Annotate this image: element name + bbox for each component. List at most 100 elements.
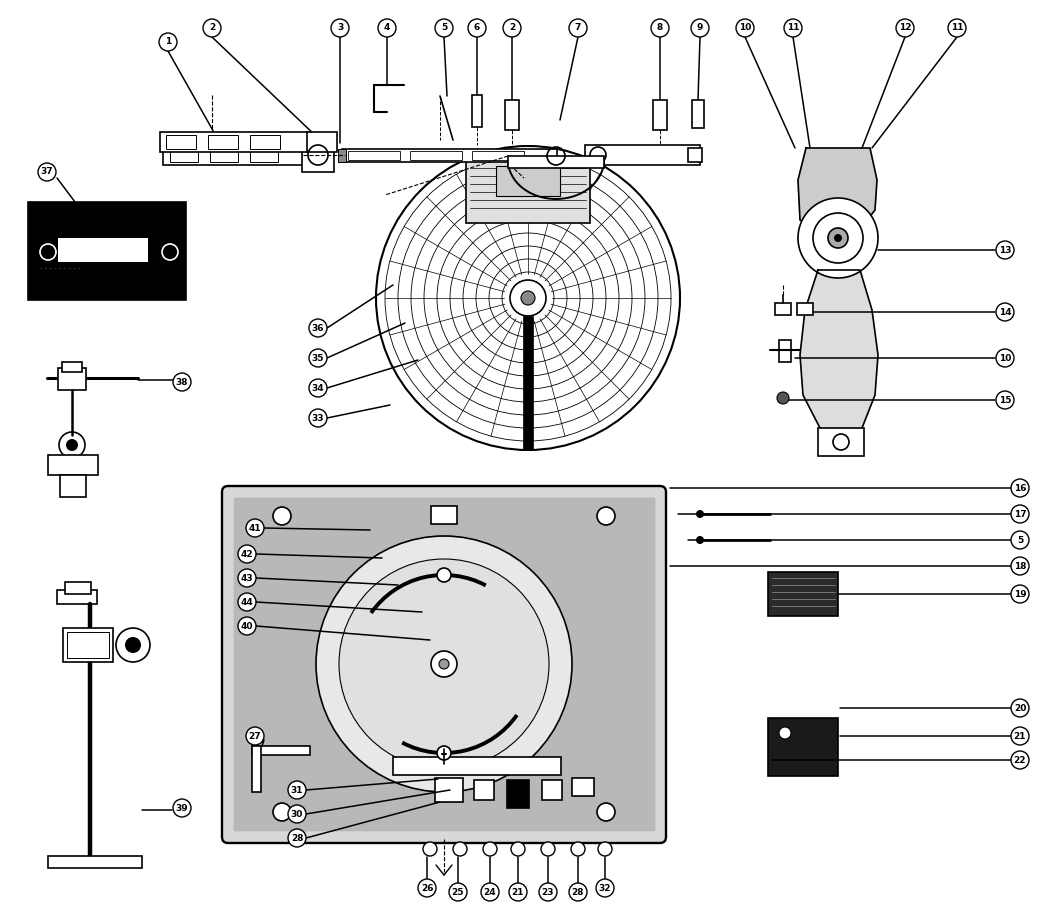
Circle shape xyxy=(996,241,1014,259)
Bar xyxy=(208,135,238,149)
Circle shape xyxy=(1011,505,1029,523)
Text: 44: 44 xyxy=(240,597,253,607)
Circle shape xyxy=(569,19,587,37)
Bar xyxy=(775,303,791,315)
Text: 40: 40 xyxy=(240,621,253,631)
Text: 16: 16 xyxy=(1013,483,1026,492)
Circle shape xyxy=(339,559,549,769)
Bar xyxy=(250,148,278,162)
Circle shape xyxy=(597,507,615,525)
Polygon shape xyxy=(450,632,654,830)
Circle shape xyxy=(309,409,327,427)
Text: 15: 15 xyxy=(999,396,1011,405)
Bar xyxy=(435,778,463,802)
Bar xyxy=(542,780,562,800)
Circle shape xyxy=(38,163,56,181)
Polygon shape xyxy=(798,148,877,235)
Bar xyxy=(653,100,667,130)
Circle shape xyxy=(309,379,327,397)
Text: 37: 37 xyxy=(41,168,54,176)
Bar xyxy=(507,780,529,808)
Circle shape xyxy=(316,536,572,792)
Bar xyxy=(166,135,196,149)
Circle shape xyxy=(834,234,842,242)
Text: 35: 35 xyxy=(312,353,324,362)
Bar xyxy=(496,166,560,196)
Bar xyxy=(58,238,148,262)
Bar xyxy=(768,572,838,616)
Circle shape xyxy=(503,19,521,37)
Circle shape xyxy=(331,19,349,37)
Circle shape xyxy=(66,439,78,451)
Polygon shape xyxy=(438,696,654,830)
Circle shape xyxy=(273,803,291,821)
Circle shape xyxy=(238,545,256,563)
Polygon shape xyxy=(234,696,450,830)
Circle shape xyxy=(1011,479,1029,497)
Circle shape xyxy=(437,568,451,582)
Circle shape xyxy=(423,842,437,856)
Polygon shape xyxy=(450,498,654,696)
Circle shape xyxy=(116,628,150,662)
Bar xyxy=(505,100,519,130)
Text: 31: 31 xyxy=(291,786,303,795)
Circle shape xyxy=(1011,751,1029,769)
Circle shape xyxy=(539,883,556,901)
Circle shape xyxy=(453,842,467,856)
Text: 4: 4 xyxy=(384,23,391,32)
Circle shape xyxy=(437,746,451,760)
Circle shape xyxy=(273,507,291,525)
Circle shape xyxy=(784,19,802,37)
Circle shape xyxy=(596,879,614,897)
Bar xyxy=(250,135,280,149)
Text: 11: 11 xyxy=(786,23,799,32)
Circle shape xyxy=(651,19,669,37)
Circle shape xyxy=(541,842,555,856)
Text: 11: 11 xyxy=(950,23,963,32)
Circle shape xyxy=(481,883,499,901)
Text: 17: 17 xyxy=(1013,510,1026,518)
Circle shape xyxy=(777,392,789,404)
Bar xyxy=(797,303,813,315)
Bar xyxy=(60,475,86,497)
Bar xyxy=(572,778,594,796)
Circle shape xyxy=(238,569,256,587)
Text: 34: 34 xyxy=(312,384,324,393)
Bar xyxy=(523,316,533,450)
Circle shape xyxy=(378,19,396,37)
Bar xyxy=(57,590,97,604)
Text: 10: 10 xyxy=(739,23,751,32)
Circle shape xyxy=(828,228,848,248)
Text: 41: 41 xyxy=(249,524,261,533)
Circle shape xyxy=(779,727,791,739)
Circle shape xyxy=(439,659,449,669)
Bar xyxy=(768,718,838,776)
Bar xyxy=(252,746,310,755)
Circle shape xyxy=(996,303,1014,321)
Bar xyxy=(28,202,186,300)
Bar xyxy=(348,151,400,160)
Text: 5: 5 xyxy=(441,23,447,32)
Circle shape xyxy=(288,805,306,823)
Text: 38: 38 xyxy=(175,377,188,386)
Bar xyxy=(62,362,82,372)
Circle shape xyxy=(246,727,264,745)
Circle shape xyxy=(798,198,878,278)
Text: 22: 22 xyxy=(1013,755,1026,764)
Circle shape xyxy=(996,349,1014,367)
Circle shape xyxy=(1011,557,1029,575)
Text: 24: 24 xyxy=(484,888,497,896)
Text: 2: 2 xyxy=(509,23,516,32)
Circle shape xyxy=(696,536,704,544)
Bar xyxy=(472,151,524,160)
Bar xyxy=(307,132,337,152)
Text: 21: 21 xyxy=(511,888,524,896)
Bar xyxy=(472,95,482,127)
Circle shape xyxy=(948,19,966,37)
Circle shape xyxy=(511,842,525,856)
Text: 20: 20 xyxy=(1014,703,1026,713)
Text: 9: 9 xyxy=(697,23,704,32)
Polygon shape xyxy=(800,270,878,440)
Text: 6: 6 xyxy=(474,23,480,32)
Bar xyxy=(63,628,113,662)
